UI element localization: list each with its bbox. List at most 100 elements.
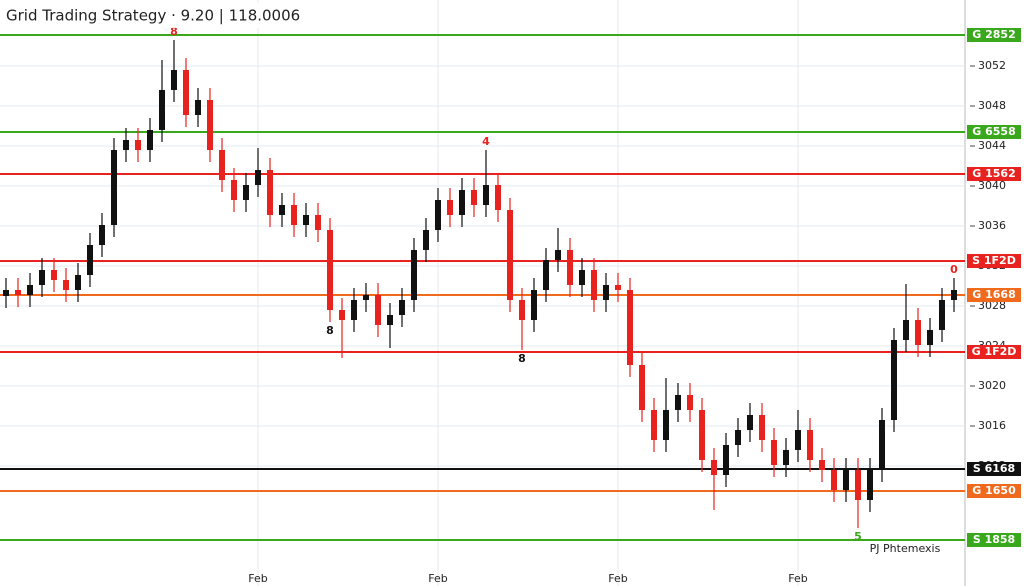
level-label: S 1858 — [973, 533, 1015, 546]
annotation: 8 — [170, 25, 178, 38]
candle-body — [507, 210, 513, 300]
candle-body — [831, 470, 837, 490]
candle-body — [531, 290, 537, 320]
candle-body — [183, 70, 189, 115]
candle-body — [291, 205, 297, 225]
annotation: 0 — [950, 263, 958, 276]
candle-body — [795, 430, 801, 450]
level-tag — [967, 167, 1021, 181]
level-tag — [967, 462, 1021, 476]
candle-body — [483, 185, 489, 205]
candles — [3, 40, 957, 528]
note: PJ Phtemexis — [870, 542, 941, 555]
level-label: S 6168 — [973, 462, 1015, 475]
candle-body — [711, 460, 717, 475]
y-tick-label: 3028 — [978, 299, 1006, 312]
candle-body — [123, 140, 129, 150]
candle-body — [567, 250, 573, 285]
candle-body — [351, 300, 357, 320]
candle-body — [771, 440, 777, 465]
candle-body — [3, 290, 9, 296]
level-tag — [967, 125, 1021, 139]
candle-body — [339, 310, 345, 320]
candle-body — [375, 295, 381, 325]
candle-body — [867, 470, 873, 500]
candle-body — [207, 100, 213, 150]
candle-body — [951, 290, 957, 300]
candle-body — [171, 70, 177, 90]
level-tag — [967, 533, 1021, 547]
candle-body — [471, 190, 477, 205]
x-tick-label: Feb — [248, 572, 267, 585]
candle-body — [615, 285, 621, 290]
candle-body — [855, 470, 861, 500]
candle-body — [195, 100, 201, 115]
chart-title: Grid Trading Strategy · 9.20 | 118.0006 — [6, 7, 300, 25]
x-tick-label: Feb — [428, 572, 447, 585]
annotation: 5 — [854, 530, 862, 543]
candle-body — [603, 285, 609, 300]
level-label: G 1650 — [972, 484, 1016, 497]
labels: 3052304830443040303630323028302430203016… — [170, 25, 1021, 585]
candle-body — [651, 410, 657, 440]
candle-body — [843, 470, 849, 490]
candle-body — [219, 150, 225, 180]
title-bg — [0, 2, 300, 28]
candle-body — [267, 170, 273, 215]
candle-body — [591, 270, 597, 300]
candle-body — [891, 340, 897, 420]
level-label: G 2852 — [972, 28, 1015, 41]
candle-body — [447, 200, 453, 215]
candle-body — [279, 205, 285, 215]
candle-body — [627, 290, 633, 365]
y-tick-label: 3040 — [978, 179, 1006, 192]
annotation: 8 — [326, 324, 334, 337]
level-tag — [967, 288, 1021, 302]
candle-body — [639, 365, 645, 410]
y-tick-label: 3052 — [978, 59, 1006, 72]
candle-body — [675, 395, 681, 410]
candle-body — [135, 140, 141, 150]
y-tick-label: 3044 — [978, 139, 1006, 152]
candle-body — [807, 430, 813, 460]
candle-body — [327, 230, 333, 310]
candle-body — [915, 320, 921, 345]
candle-body — [231, 180, 237, 200]
candle-body — [783, 450, 789, 465]
candle-body — [111, 150, 117, 225]
candle-body — [759, 415, 765, 440]
candle-body — [735, 430, 741, 445]
candle-body — [147, 130, 153, 150]
candle-body — [39, 270, 45, 285]
candle-body — [255, 170, 261, 185]
candle-body — [939, 300, 945, 330]
candle-body — [315, 215, 321, 230]
candle-body — [699, 410, 705, 460]
level-label: G 1F2D — [972, 345, 1017, 358]
level-label: G 1668 — [972, 288, 1015, 301]
candle-body — [87, 245, 93, 275]
candle-body — [819, 460, 825, 470]
candle-body — [363, 295, 369, 300]
candle-body — [387, 315, 393, 325]
x-tick-label: Feb — [788, 572, 807, 585]
y-tick-label: 3036 — [978, 219, 1006, 232]
level-tag — [967, 28, 1021, 42]
annotation: 8 — [518, 352, 526, 365]
candle-body — [663, 410, 669, 440]
candle-body — [543, 260, 549, 290]
x-tick-label: Feb — [608, 572, 627, 585]
y-tick-label: 3048 — [978, 99, 1006, 112]
candle-body — [27, 285, 33, 295]
candle-body — [15, 290, 21, 295]
levels — [0, 34, 965, 541]
candle-body — [243, 185, 249, 200]
candle-body — [423, 230, 429, 250]
level-tag — [967, 254, 1021, 268]
candle-body — [99, 225, 105, 245]
candle-body — [399, 300, 405, 315]
candle-body — [723, 445, 729, 475]
y-tick-label: 3020 — [978, 379, 1006, 392]
candle-body — [495, 185, 501, 210]
